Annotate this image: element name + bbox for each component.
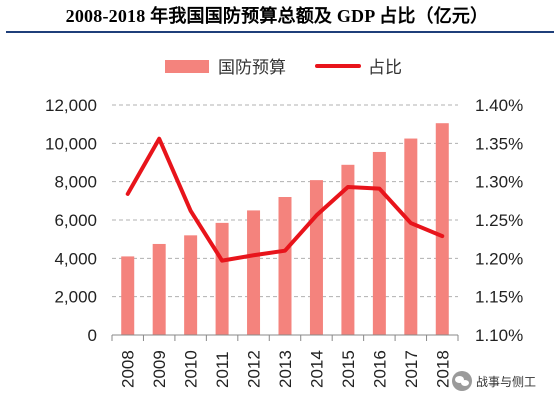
wechat-icon (452, 371, 472, 391)
bar-2011 (215, 222, 229, 335)
bar-2018 (435, 123, 449, 335)
y-left-tick-label: 6,000 (54, 211, 97, 230)
bar-2008 (121, 256, 135, 335)
x-tick-label: 2010 (182, 350, 201, 388)
x-tick-label: 2017 (402, 350, 421, 388)
watermark-text: 战事与侧工 (476, 374, 537, 389)
y-left-tick-label: 2,000 (54, 288, 97, 307)
bar-2012 (247, 210, 261, 335)
y-left-tick-label: 4,000 (54, 249, 97, 268)
bar-2010 (184, 235, 198, 335)
y-right-tick-label: 1.10% (475, 326, 523, 345)
y-left-tick-label: 12,000 (45, 96, 97, 115)
x-tick-label: 2018 (433, 350, 452, 388)
title-underline (6, 31, 554, 33)
y-left-tick-label: 0 (88, 326, 97, 345)
bar-2013 (278, 197, 292, 335)
y-right-tick-label: 1.20% (475, 249, 523, 268)
legend-label-budget: 国防预算 (218, 58, 286, 77)
y-right-tick-label: 1.25% (475, 211, 523, 230)
y-right-tick-label: 1.40% (475, 96, 523, 115)
x-tick-label: 2015 (339, 350, 358, 388)
y-left-tick-label: 8,000 (54, 173, 97, 192)
x-tick-label: 2014 (307, 350, 326, 388)
y-right-tick-label: 1.30% (475, 173, 523, 192)
legend-swatch-budget (165, 60, 209, 73)
bar-2016 (372, 151, 386, 335)
bar-2014 (309, 180, 323, 335)
bar-2015 (341, 164, 355, 335)
y-right-tick-label: 1.35% (475, 134, 523, 153)
x-tick-label: 2008 (119, 350, 138, 388)
legend-label-ratio: 占比 (368, 58, 402, 77)
chart-title: 2008-2018 年我国国防预算总额及 GDP 占比（亿元） (65, 6, 489, 26)
x-tick-label: 2013 (276, 350, 295, 388)
watermark: 战事与侧工 (452, 371, 536, 391)
bar-2009 (152, 243, 166, 335)
x-tick-label: 2016 (370, 350, 389, 388)
x-tick-label: 2012 (245, 350, 264, 388)
x-tick-label: 2009 (150, 350, 169, 388)
bar-2017 (404, 138, 418, 335)
y-left-tick-label: 10,000 (45, 134, 97, 153)
y-right-tick-label: 1.15% (475, 288, 523, 307)
x-tick-label: 2011 (213, 351, 232, 388)
